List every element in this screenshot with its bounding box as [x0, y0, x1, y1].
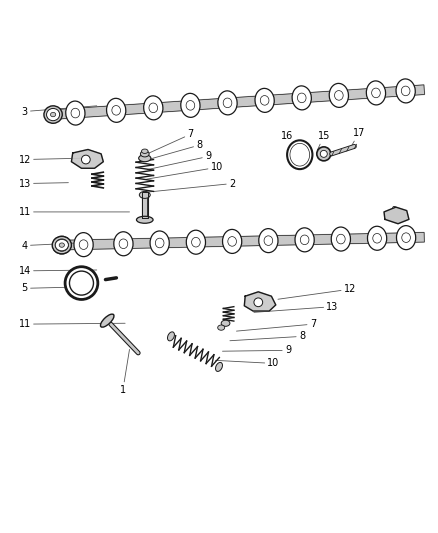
Ellipse shape [52, 236, 71, 254]
Ellipse shape [70, 271, 93, 295]
Text: 8: 8 [230, 332, 305, 341]
Text: 5: 5 [21, 284, 77, 293]
Text: 12: 12 [278, 284, 356, 299]
Ellipse shape [59, 243, 64, 247]
Ellipse shape [100, 314, 114, 327]
Text: 11: 11 [18, 319, 125, 329]
Text: 4: 4 [21, 240, 88, 251]
Text: 11: 11 [18, 207, 130, 217]
Ellipse shape [259, 229, 278, 253]
Ellipse shape [55, 239, 68, 251]
Ellipse shape [44, 106, 62, 123]
Ellipse shape [139, 155, 151, 161]
Ellipse shape [141, 149, 148, 154]
Ellipse shape [317, 147, 331, 161]
Ellipse shape [221, 320, 230, 326]
Ellipse shape [55, 239, 68, 251]
Ellipse shape [114, 232, 133, 256]
Ellipse shape [65, 266, 98, 300]
Polygon shape [244, 292, 276, 311]
Ellipse shape [320, 150, 327, 157]
Ellipse shape [215, 362, 223, 372]
Text: 7: 7 [149, 129, 194, 153]
Text: 2: 2 [146, 179, 235, 192]
Polygon shape [71, 149, 103, 168]
Text: 17: 17 [350, 128, 365, 149]
Ellipse shape [74, 232, 93, 257]
Ellipse shape [150, 231, 169, 255]
Circle shape [81, 155, 90, 164]
Text: 3: 3 [21, 106, 97, 117]
Text: 12: 12 [18, 155, 81, 165]
Circle shape [254, 298, 263, 306]
Ellipse shape [137, 216, 153, 223]
Text: 10: 10 [215, 358, 280, 368]
Ellipse shape [53, 236, 71, 254]
Ellipse shape [167, 332, 174, 341]
Ellipse shape [218, 91, 237, 115]
Ellipse shape [50, 112, 56, 117]
Text: 1: 1 [120, 350, 130, 394]
Text: 7: 7 [237, 319, 316, 331]
Text: 10: 10 [147, 163, 223, 179]
Text: 16: 16 [281, 132, 297, 150]
Text: 13: 13 [254, 302, 339, 312]
Polygon shape [62, 232, 424, 250]
Ellipse shape [295, 228, 314, 252]
Ellipse shape [106, 98, 126, 123]
Ellipse shape [367, 227, 387, 251]
Ellipse shape [396, 225, 416, 249]
Text: 8: 8 [148, 140, 202, 159]
Text: 9: 9 [223, 345, 291, 356]
Ellipse shape [287, 140, 312, 169]
Ellipse shape [66, 101, 85, 125]
Ellipse shape [331, 227, 350, 251]
Ellipse shape [292, 86, 311, 110]
Ellipse shape [139, 191, 150, 198]
Polygon shape [142, 198, 148, 220]
Ellipse shape [396, 79, 415, 103]
Text: 6: 6 [391, 206, 397, 219]
Polygon shape [53, 85, 424, 119]
Text: 9: 9 [148, 151, 211, 169]
Text: 13: 13 [18, 179, 68, 189]
Ellipse shape [218, 325, 225, 330]
Polygon shape [142, 192, 148, 217]
Ellipse shape [329, 83, 349, 107]
Ellipse shape [181, 93, 200, 117]
Ellipse shape [255, 88, 274, 112]
Text: 14: 14 [18, 266, 97, 276]
Ellipse shape [223, 229, 242, 253]
Ellipse shape [366, 81, 385, 105]
Ellipse shape [144, 96, 163, 120]
Text: 15: 15 [317, 132, 330, 150]
Ellipse shape [186, 230, 205, 254]
Ellipse shape [46, 108, 60, 120]
Ellipse shape [141, 151, 149, 157]
Polygon shape [384, 207, 409, 224]
